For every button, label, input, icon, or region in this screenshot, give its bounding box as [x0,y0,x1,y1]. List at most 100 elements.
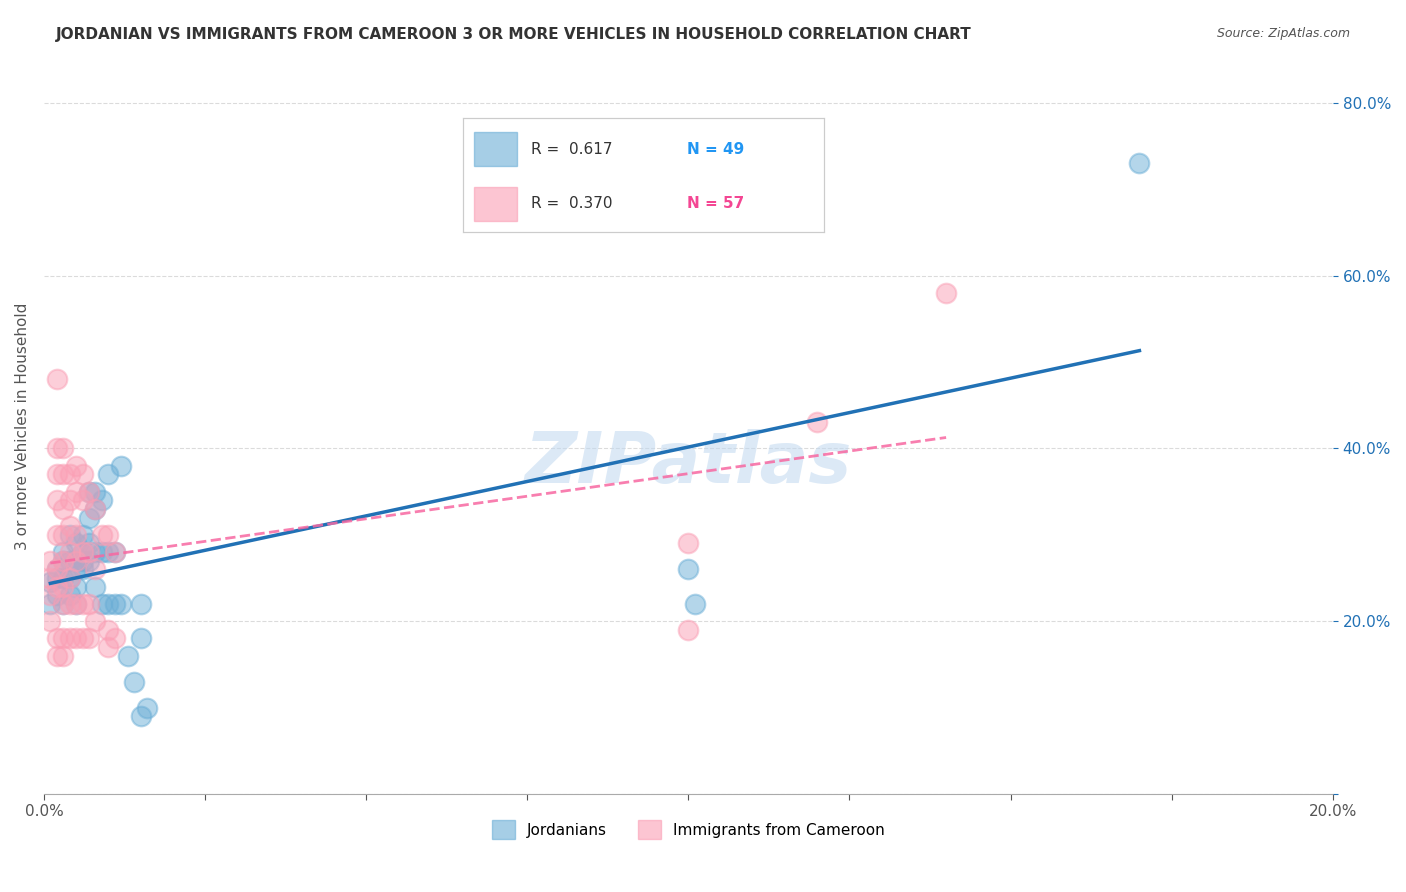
Point [104,545,127,559]
Point [77,484,100,499]
Point [1128,156,1150,170]
Point [77,545,100,559]
Point [97,467,120,482]
Point [65,554,87,568]
Point [59,493,82,508]
Point [45,588,67,602]
Point [104,597,127,611]
Point [683,597,706,611]
Point [52,554,75,568]
Point [52,502,75,516]
Point [72,597,94,611]
Point [90,545,112,559]
Point [45,562,67,576]
Point [77,536,100,550]
Point [90,528,112,542]
Point [84,545,107,559]
Point [84,484,107,499]
Point [52,554,75,568]
Point [97,597,120,611]
Point [52,545,75,559]
Point [129,597,152,611]
Point [59,519,82,533]
Point [97,640,120,654]
Point [136,700,159,714]
Point [72,528,94,542]
Point [77,597,100,611]
Point [84,562,107,576]
Point [806,416,828,430]
Text: ZIPatlas: ZIPatlas [524,429,852,498]
Point [104,545,127,559]
Point [39,575,62,590]
Point [59,588,82,602]
Point [59,554,82,568]
Point [77,510,100,524]
Point [65,580,87,594]
Point [678,562,700,576]
Text: JORDANIAN VS IMMIGRANTS FROM CAMEROON 3 OR MORE VEHICLES IN HOUSEHOLD CORRELATIO: JORDANIAN VS IMMIGRANTS FROM CAMEROON 3 … [56,27,972,42]
Point [59,571,82,585]
Point [65,554,87,568]
Point [117,648,139,663]
Point [59,571,82,585]
Point [39,554,62,568]
Point [935,285,957,300]
Text: Source: ZipAtlas.com: Source: ZipAtlas.com [1216,27,1350,40]
Point [110,458,132,473]
Point [72,545,94,559]
Point [52,580,75,594]
Point [72,562,94,576]
Point [45,467,67,482]
Point [45,632,67,646]
Point [52,597,75,611]
Point [45,648,67,663]
Point [122,674,145,689]
Point [45,493,67,508]
Point [52,648,75,663]
Point [90,597,112,611]
Point [45,528,67,542]
Point [72,554,94,568]
Point [72,493,94,508]
Point [45,571,67,585]
Point [52,632,75,646]
Point [65,632,87,646]
Point [59,632,82,646]
Point [678,623,700,637]
Point [72,632,94,646]
Point [65,484,87,499]
Point [678,536,700,550]
Point [129,632,152,646]
Point [59,545,82,559]
Point [72,545,94,559]
Point [97,545,120,559]
Point [77,632,100,646]
Point [52,597,75,611]
Point [52,467,75,482]
Point [59,467,82,482]
Point [97,528,120,542]
Point [72,467,94,482]
Point [97,623,120,637]
Point [65,562,87,576]
Point [52,571,75,585]
Point [84,502,107,516]
Point [52,528,75,542]
Point [65,528,87,542]
Point [84,502,107,516]
Point [84,580,107,594]
Point [65,597,87,611]
Point [104,632,127,646]
Point [39,614,62,628]
Point [77,554,100,568]
Legend: Jordanians, Immigrants from Cameroon: Jordanians, Immigrants from Cameroon [486,814,891,845]
Point [45,442,67,456]
Point [65,536,87,550]
Point [45,372,67,386]
Point [59,528,82,542]
Point [39,571,62,585]
Point [129,709,152,723]
Point [77,484,100,499]
Point [65,597,87,611]
